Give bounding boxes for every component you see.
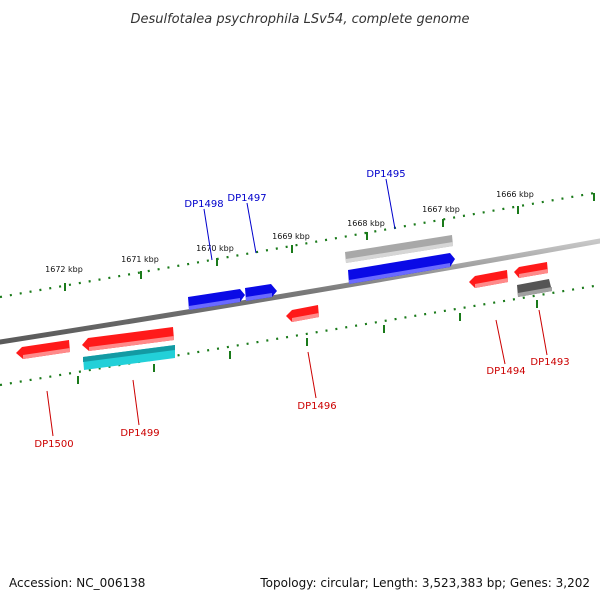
scale-label: 1666 kbp xyxy=(496,190,534,199)
gene-label-dp1500[interactable]: DP1500 xyxy=(34,439,73,450)
scale-label: 1668 kbp xyxy=(347,219,385,228)
gene-label-dp1494[interactable]: DP1494 xyxy=(486,366,525,377)
leader-line-dp1499 xyxy=(132,379,140,426)
gene-dp1496-shade xyxy=(292,313,319,322)
gene-label-dp1499[interactable]: DP1499 xyxy=(120,428,159,439)
leader-line-dp1495 xyxy=(385,178,396,230)
scale-label: 1670 kbp xyxy=(196,244,234,253)
upper-scale-line xyxy=(0,190,600,299)
gene-label-dp1495[interactable]: DP1495 xyxy=(366,169,405,180)
gene-blue-long-shade xyxy=(349,263,450,284)
gene-label-dp1493[interactable]: DP1493 xyxy=(530,357,569,368)
scale-label: 1671 kbp xyxy=(121,255,159,264)
leader-line-dp1494 xyxy=(495,319,506,365)
scale-label: 1669 kbp xyxy=(272,232,310,241)
scale-labels: 1672 kbp 1671 kbp 1670 kbp 1669 kbp 1668… xyxy=(45,190,534,274)
leader-line-dp1496 xyxy=(307,351,317,399)
genome-backbone xyxy=(0,238,600,345)
gene-label-dp1497[interactable]: DP1497 xyxy=(227,193,266,204)
gene-label-dp1496[interactable]: DP1496 xyxy=(297,401,336,412)
leader-line-dp1498 xyxy=(203,208,213,261)
gene-dp1499-shade xyxy=(89,336,174,351)
gene-dp1497-shade xyxy=(246,293,272,301)
gene-dp1500-shade xyxy=(23,348,70,359)
gene-dp1493-shade xyxy=(518,287,552,297)
lower-scale-line xyxy=(0,283,600,387)
gene-label-dp1498[interactable]: DP1498 xyxy=(184,199,223,210)
upper-strand-genes xyxy=(188,235,455,310)
lower-strand-genes xyxy=(16,262,552,370)
gene-dp1498-shade xyxy=(189,298,240,310)
gene-dp1494-shade xyxy=(475,278,508,288)
map-title: Desulfotalea psychrophila LSv54, complet… xyxy=(130,12,469,27)
scale-label: 1672 kbp xyxy=(45,265,83,274)
gene-labels: DP1498 DP1497 DP1495 DP1500 DP1499 DP149… xyxy=(34,169,569,450)
gene-red-small-shade xyxy=(519,269,548,278)
accession-text: Accession: NC_006138 xyxy=(9,576,145,590)
leader-line-dp1493 xyxy=(538,309,548,356)
scale-ticks xyxy=(64,193,595,384)
scale-label: 1667 kbp xyxy=(422,205,460,214)
gene-dp1495-bar-shade xyxy=(346,242,453,263)
genome-summary-text: Topology: circular; Length: 3,523,383 bp… xyxy=(259,576,590,590)
leader-line-dp1500 xyxy=(46,390,54,437)
leader-lines xyxy=(46,178,548,437)
gene-cyan-top xyxy=(83,345,175,362)
leader-line-dp1497 xyxy=(246,202,257,254)
